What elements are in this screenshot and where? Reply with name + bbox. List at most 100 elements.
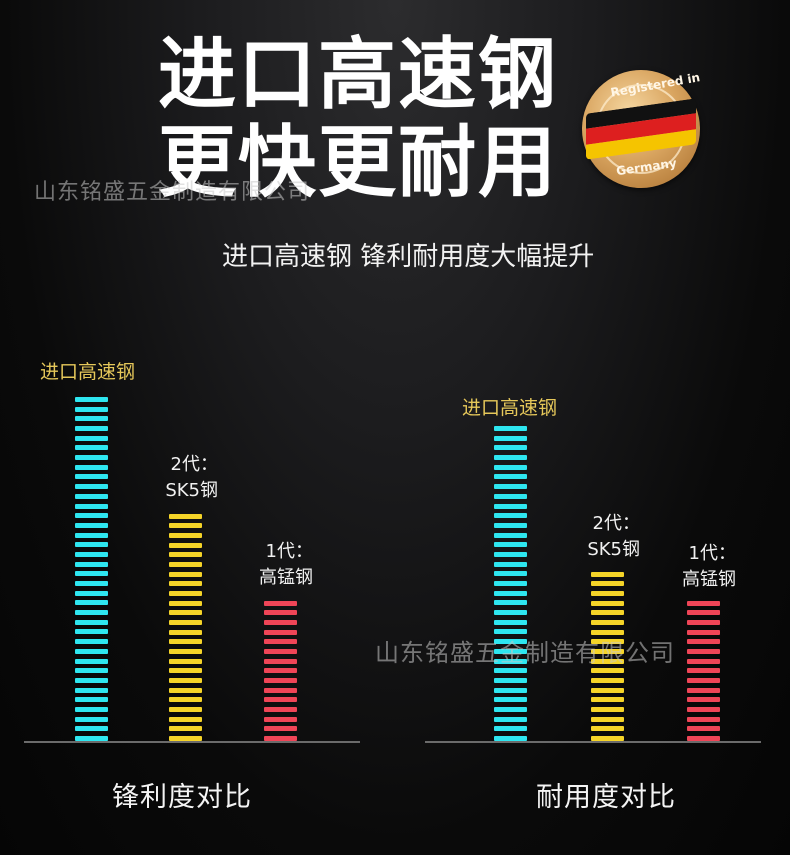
bar-stripe: [75, 668, 108, 674]
bar-stripe: [494, 600, 527, 606]
bar-stripe: [75, 648, 108, 654]
bar-stripe: [75, 435, 108, 441]
bar-stripe: [75, 697, 108, 703]
bar-stripe: [687, 707, 720, 712]
bar-stripe: [591, 610, 624, 616]
bar-stripe: [687, 687, 720, 693]
bar-stripe: [75, 658, 108, 664]
bar-stripe: [494, 697, 527, 703]
bar-stripe: [687, 658, 720, 664]
bar-stripe: [75, 513, 108, 519]
bar-stripe: [169, 629, 202, 635]
bar-stripe: [75, 706, 108, 712]
bar-stripe: [494, 581, 527, 586]
bar-hss: [75, 391, 108, 741]
bar-stripe: [75, 445, 108, 451]
bar-stripe: [494, 551, 527, 557]
bar-stripe: [687, 648, 720, 654]
bar-stripe: [687, 736, 720, 741]
bar-label-manganese: 1代： 高锰钢: [682, 543, 736, 590]
bar-stripe: [264, 716, 297, 722]
bar-stripe: [169, 610, 202, 616]
bar-stripe: [264, 600, 297, 606]
watermark-bottom: 山东铭盛五金制造有限公司: [375, 639, 675, 667]
bar-stripe: [494, 542, 527, 548]
bar-stripe: [591, 658, 624, 664]
bar-stripe: [169, 590, 202, 596]
bar-stripe: [264, 697, 297, 703]
bar-stripe: [169, 571, 202, 577]
bar-stripe: [264, 707, 297, 712]
bar-stripe: [169, 513, 202, 519]
bar-stripe: [494, 426, 527, 431]
baseline: [24, 741, 360, 743]
bar-stripe: [494, 610, 527, 616]
bar-stripe: [591, 736, 624, 741]
bar-stripe: [169, 658, 202, 664]
bar-stripe: [75, 581, 108, 586]
bar-stripe: [75, 726, 108, 732]
bar-stripe: [687, 677, 720, 683]
bar-stripe: [75, 493, 108, 499]
bar-stripe: [75, 619, 108, 625]
bar-label-sk5: 2代： SK5钢: [165, 454, 218, 501]
bar-stripe: [494, 561, 527, 567]
bar-stripe: [591, 697, 624, 703]
bar-stripe: [494, 629, 527, 635]
bar-stripe: [169, 648, 202, 654]
bar-stripe: [75, 571, 108, 577]
bar-stripe: [494, 668, 527, 674]
bar-stripe: [591, 581, 624, 587]
subtitle: 进口高速钢 锋利耐用度大幅提升: [222, 242, 595, 272]
bar-stripe: [591, 590, 624, 596]
bar-stripe: [75, 736, 108, 741]
headline-line-1: 进口高速钢: [158, 30, 559, 120]
bar-stripe: [494, 503, 527, 509]
bar-stripe: [169, 707, 202, 712]
headline-line-2: 更快更耐用: [158, 118, 559, 208]
bar-stripe: [687, 600, 720, 606]
bar-stripe: [264, 629, 297, 635]
bar-stripe: [494, 474, 527, 480]
bar-stripe: [75, 426, 108, 431]
bar-stripe: [494, 571, 527, 577]
bar-stripe: [494, 590, 527, 596]
bar-stripe: [591, 571, 624, 577]
bar-stripe: [264, 619, 297, 625]
bar-stripe: [687, 726, 720, 732]
bar-stripe: [169, 677, 202, 683]
bar-stripe: [494, 464, 527, 470]
bar-label-sk5: 2代： SK5钢: [587, 513, 640, 560]
bar-stripe: [75, 522, 108, 528]
bar-stripe: [591, 668, 624, 674]
bar-stripe: [75, 561, 108, 567]
baseline: [425, 741, 761, 743]
bar-stripe: [494, 445, 527, 451]
germany-badge-icon: Registered in Germany: [582, 70, 701, 188]
bar-stripe: [169, 639, 202, 645]
bar-stripe: [591, 677, 624, 683]
chart-caption: 锋利度对比: [112, 782, 252, 813]
bar-label-hss: 进口高速钢: [462, 397, 558, 419]
bar-stripe: [169, 619, 202, 625]
bar-sk5: [169, 509, 202, 741]
bar-stripe: [591, 726, 624, 732]
bar-stripe: [687, 629, 720, 635]
bar-stripe: [264, 668, 297, 674]
bar-stripe: [75, 677, 108, 683]
bar-stripe: [75, 610, 108, 616]
bar-stripe: [494, 522, 527, 528]
bar-stripe: [169, 726, 202, 732]
bar-stripe: [494, 716, 527, 722]
bar-stripe: [494, 677, 527, 683]
bar-stripe: [494, 484, 527, 490]
bar-stripe: [494, 658, 527, 664]
bar-stripe: [494, 706, 527, 712]
bar-stripe: [494, 455, 527, 461]
bar-stripe: [75, 532, 108, 538]
bar-stripe: [75, 464, 108, 470]
bar-stripe: [75, 474, 108, 480]
bar-stripe: [591, 639, 624, 645]
bar-stripe: [494, 687, 527, 693]
bar-stripe: [169, 542, 202, 548]
